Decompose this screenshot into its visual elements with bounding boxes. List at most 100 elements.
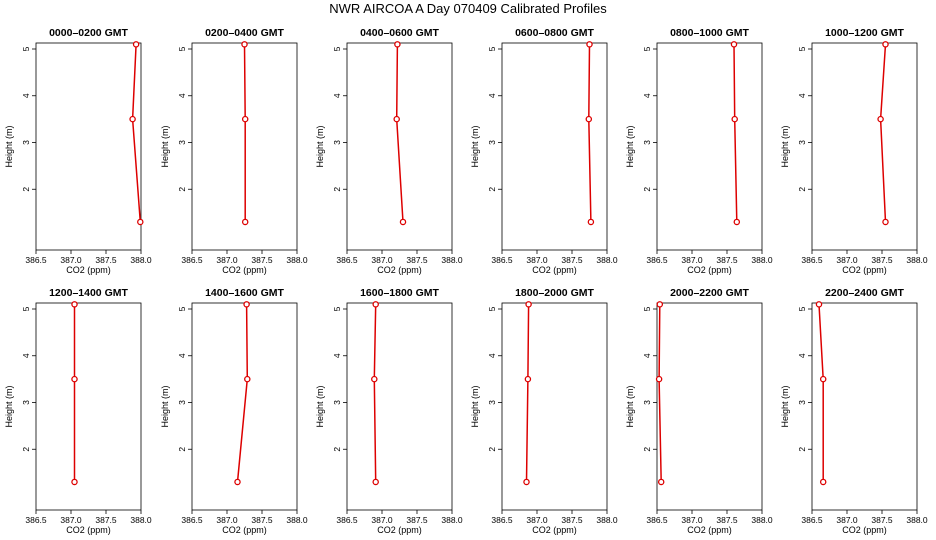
data-point [655, 375, 663, 383]
y-tick-label: 2 [177, 187, 187, 192]
x-tick-label: 387.5 [871, 515, 893, 525]
y-axis-label: Height (m) [470, 385, 480, 427]
data-point [132, 41, 140, 48]
x-tick-label: 386.5 [25, 255, 47, 265]
data-point [243, 301, 250, 308]
y-axis-label: Height (m) [625, 385, 635, 427]
profile-panel: 1400–1600 GMT 386.5 387.0 387.5 388.0 2 3 4 5 CO2… [160, 287, 308, 535]
x-tick-label: 387.5 [95, 515, 117, 525]
y-tick-label: 3 [797, 400, 807, 405]
data-point [587, 218, 595, 226]
figure-title: NWR AIRCOA A Day 070409 Calibrated Profi… [329, 1, 607, 16]
profile-line [243, 44, 246, 222]
y-axis-label: Height (m) [315, 385, 325, 427]
profile-line [373, 304, 377, 483]
y-tick-label: 2 [797, 187, 807, 192]
x-tick-label: 388.0 [130, 515, 152, 525]
x-axis-label: CO2 (ppm) [377, 525, 422, 535]
y-tick-label: 5 [487, 306, 497, 311]
y-tick-label: 3 [642, 140, 652, 145]
profile-panel: 1000–1200 GMT 386.5 387.0 387.5 388.0 2 3 4 5 CO2… [780, 27, 928, 275]
plot-frame [35, 42, 142, 251]
plot-frame [811, 302, 918, 511]
x-tick-label: 387.5 [561, 255, 583, 265]
y-tick-label: 3 [177, 400, 187, 405]
data-point [815, 301, 823, 308]
profile-panel: 2000–2200 GMT 386.5 387.0 387.5 388.0 2 3 4 5 CO2… [625, 287, 773, 535]
x-tick-label: 388.0 [906, 255, 928, 265]
y-tick-label: 3 [487, 400, 497, 405]
profile-line [733, 44, 738, 223]
data-point [394, 41, 401, 48]
data-point [71, 478, 78, 486]
x-tick-label: 388.0 [596, 255, 618, 265]
data-point [137, 218, 144, 226]
data-point [585, 115, 593, 123]
data-point [371, 375, 378, 383]
profile-line [658, 304, 662, 483]
y-tick-label: 2 [487, 187, 497, 192]
y-axis-label: Height (m) [160, 385, 170, 427]
y-tick-label: 5 [177, 46, 187, 51]
x-tick-label: 387.0 [836, 255, 858, 265]
y-tick-label: 5 [177, 306, 187, 311]
data-point [731, 115, 738, 123]
x-tick-label: 386.5 [181, 255, 203, 265]
x-tick-label: 387.5 [406, 255, 428, 265]
data-point [882, 41, 889, 48]
data-point [234, 478, 241, 486]
x-tick-label: 386.5 [801, 515, 823, 525]
profile-panel: 0800–1000 GMT 386.5 387.0 387.5 388.0 2 3 4 5 CO2… [625, 27, 773, 275]
y-axis-label: Height (m) [470, 125, 480, 167]
x-axis-label: CO2 (ppm) [842, 525, 887, 535]
x-tick-label: 387.5 [561, 515, 583, 525]
x-tick-label: 387.0 [216, 255, 238, 265]
y-tick-label: 3 [487, 140, 497, 145]
y-axis-label: Height (m) [4, 385, 14, 427]
data-point [241, 41, 248, 48]
data-point [241, 115, 249, 123]
x-tick-label: 386.5 [801, 255, 823, 265]
data-point [372, 301, 379, 308]
panel-title: 0600–0800 GMT [515, 27, 594, 39]
profile-line [131, 44, 142, 223]
panel-title: 1400–1600 GMT [205, 287, 284, 299]
x-tick-label: 387.0 [681, 255, 703, 265]
y-tick-label: 3 [21, 400, 31, 405]
y-tick-label: 5 [21, 306, 31, 311]
x-tick-label: 388.0 [906, 515, 928, 525]
plot-frame [35, 302, 142, 511]
x-axis-label: CO2 (ppm) [66, 525, 111, 535]
y-tick-label: 2 [332, 187, 342, 192]
data-point [523, 478, 530, 486]
profile-panel: 0600–0800 GMT 386.5 387.0 387.5 388.0 2 3 4 5 CO2… [470, 27, 618, 275]
x-tick-label: 387.5 [251, 515, 273, 525]
panel-title: 2000–2200 GMT [670, 287, 749, 299]
y-tick-label: 2 [177, 447, 187, 452]
y-axis-label: Height (m) [160, 125, 170, 167]
plot-frame [656, 42, 763, 251]
data-point [399, 218, 407, 226]
x-axis-label: CO2 (ppm) [687, 265, 732, 275]
plot-frame [346, 302, 453, 511]
x-tick-label: 387.5 [871, 255, 893, 265]
y-tick-label: 4 [642, 93, 652, 98]
data-point [71, 301, 78, 308]
y-tick-label: 2 [642, 187, 652, 192]
x-tick-label: 387.0 [836, 515, 858, 525]
y-tick-label: 3 [332, 400, 342, 405]
y-tick-label: 4 [332, 353, 342, 358]
y-tick-label: 5 [487, 46, 497, 51]
x-tick-label: 387.5 [716, 515, 738, 525]
y-tick-label: 2 [797, 447, 807, 452]
x-axis-label: CO2 (ppm) [66, 265, 111, 275]
x-tick-label: 386.5 [646, 255, 668, 265]
x-axis-label: CO2 (ppm) [687, 525, 732, 535]
data-point [730, 41, 738, 48]
x-tick-label: 387.5 [716, 255, 738, 265]
plot-frame [656, 302, 763, 511]
y-tick-label: 2 [21, 447, 31, 452]
y-tick-label: 3 [797, 140, 807, 145]
x-tick-label: 387.0 [60, 515, 82, 525]
